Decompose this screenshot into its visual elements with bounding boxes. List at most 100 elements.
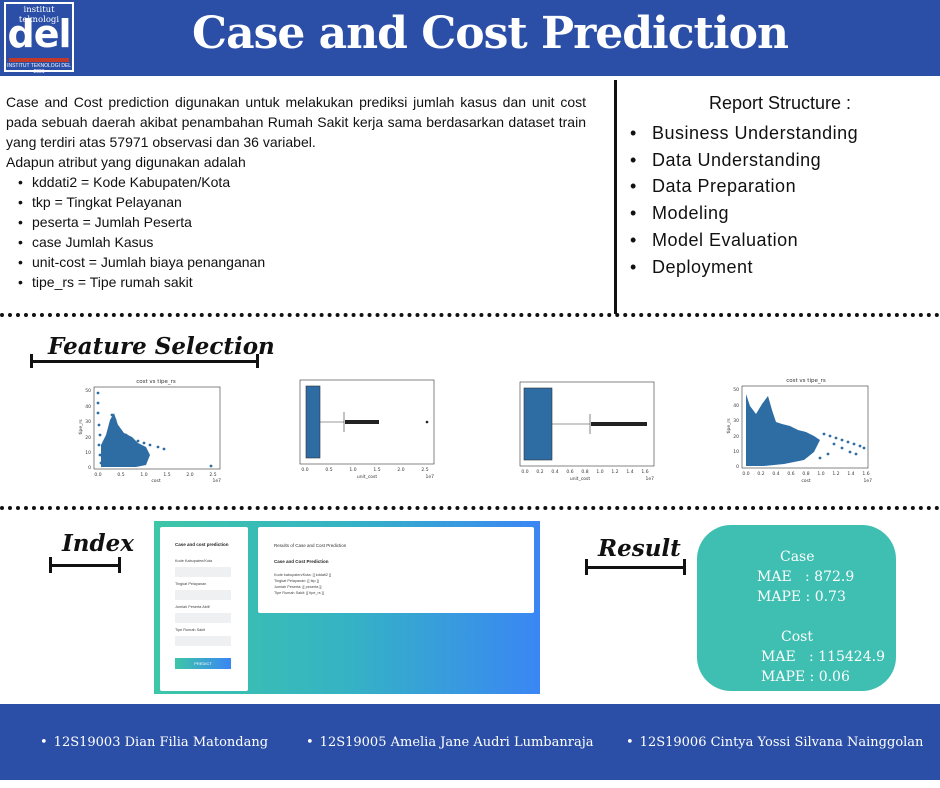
axis-offset: 1e7 bbox=[213, 478, 222, 484]
list-item: Modeling bbox=[630, 200, 930, 227]
scatter-points bbox=[818, 432, 866, 460]
index-title: Index bbox=[62, 530, 134, 557]
jumlah-peserta-input[interactable] bbox=[175, 613, 231, 623]
result-line: Tipe Rumah Sakit: [[ tipe_rs ]] bbox=[274, 591, 324, 595]
x-tick-labels: 0.0 0.2 0.4 0.6 0.8 1.0 1.2 1.4 1.6 bbox=[742, 471, 869, 477]
svg-text:0.0: 0.0 bbox=[94, 472, 101, 478]
section-divider bbox=[0, 313, 940, 317]
case-label: Case bbox=[780, 549, 815, 565]
attributes-intro: Adapun atribut yang digunakan adalah bbox=[6, 154, 246, 170]
svg-text:40: 40 bbox=[85, 404, 91, 410]
intro-text: Case and Cost prediction digunakan untuk… bbox=[6, 92, 586, 172]
predict-button[interactable]: PREDICT bbox=[175, 658, 231, 669]
vertical-divider bbox=[614, 80, 617, 314]
svg-text:40: 40 bbox=[733, 403, 739, 409]
svg-text:0.4: 0.4 bbox=[551, 469, 558, 475]
x-axis-label: cost bbox=[801, 478, 811, 484]
svg-text:1.2: 1.2 bbox=[832, 471, 839, 477]
boxplot-unit-cost-1: 0.0 0.5 1.0 1.5 2.0 2.5 unit_cost 1e7 bbox=[299, 379, 435, 480]
scatter-dense-cluster bbox=[746, 394, 820, 466]
plot-title: cost vs tipe_rs bbox=[136, 379, 176, 385]
list-item: peserta = Jumlah Peserta bbox=[18, 212, 438, 232]
plot-frame bbox=[519, 381, 655, 467]
svg-text:20: 20 bbox=[85, 435, 91, 441]
svg-text:0.2: 0.2 bbox=[757, 471, 764, 477]
prediction-form: Case and cost prediction Kode Kabupaten/… bbox=[160, 527, 248, 691]
form-label: Tipe Rumah Sakit bbox=[175, 628, 206, 632]
logo-main-text: del bbox=[7, 12, 72, 56]
intro-paragraph: Case and Cost prediction digunakan untuk… bbox=[6, 94, 586, 150]
author-item: 12S19003 Dian Filia Matondang bbox=[40, 735, 268, 750]
svg-text:30: 30 bbox=[85, 419, 91, 425]
title-underline bbox=[30, 360, 258, 363]
x-tick-labels: 0.0 0.5 1.0 1.5 2.0 2.5 bbox=[301, 467, 428, 473]
scatter-dense-cluster bbox=[101, 413, 150, 467]
axis-offset: 1e7 bbox=[864, 478, 873, 484]
form-label: Kode Kabupaten/Kota bbox=[175, 559, 213, 563]
header-bar bbox=[0, 0, 940, 76]
svg-text:1.6: 1.6 bbox=[641, 469, 648, 475]
logo-stripe bbox=[9, 58, 69, 62]
svg-text:0.0: 0.0 bbox=[742, 471, 749, 477]
plot-frame bbox=[93, 386, 221, 470]
outlier-point bbox=[425, 420, 429, 424]
axis-offset: 1e7 bbox=[646, 476, 655, 482]
svg-text:1.5: 1.5 bbox=[163, 472, 170, 478]
tipe-rumah-sakit-input[interactable] bbox=[175, 636, 231, 646]
svg-text:10: 10 bbox=[733, 449, 739, 455]
svg-text:0.8: 0.8 bbox=[581, 469, 588, 475]
cost-mae: MAE : 115424.9 bbox=[761, 649, 885, 665]
title-underline bbox=[50, 564, 120, 567]
list-item: Model Evaluation bbox=[630, 227, 930, 254]
logo-subtitle: INSTITUT TEKNOLOGI DEL 2001 bbox=[7, 63, 71, 75]
list-item: tipe_rs = Tipe rumah sakit bbox=[18, 272, 438, 292]
x-axis-label: unit_cost bbox=[570, 476, 591, 482]
x-axis-label: cost bbox=[151, 478, 161, 484]
form-heading: Case and cost prediction bbox=[175, 542, 229, 547]
x-axis-label: unit_cost bbox=[357, 474, 378, 480]
scatter-plot-cost-vs-tipe-rs: cost vs tipe_rs 0 10 20 30 40 50 0.0 0.5… bbox=[78, 379, 222, 484]
section-divider bbox=[0, 506, 940, 510]
tingkat-pelayanan-input[interactable] bbox=[175, 590, 231, 600]
y-axis-label: tipe_rs bbox=[726, 418, 732, 434]
svg-text:1.0: 1.0 bbox=[596, 469, 603, 475]
svg-text:0.5: 0.5 bbox=[325, 467, 332, 473]
prediction-results-card: Results of Case and Cost Prediction Case… bbox=[258, 527, 534, 613]
x-tick-labels: 0.0 0.5 1.0 1.5 2.0 2.5 bbox=[94, 472, 216, 478]
svg-text:0.8: 0.8 bbox=[802, 471, 809, 477]
y-tick-labels: 0 10 20 30 40 50 bbox=[733, 387, 739, 470]
list-item: Data Preparation bbox=[630, 173, 930, 200]
attribute-list: kddati2 = Kode Kabupaten/Kota tkp = Ting… bbox=[18, 172, 438, 292]
result-line: Jumlah Peserta: [[ peserta ]] bbox=[274, 585, 322, 589]
case-mae: MAE : 872.9 bbox=[757, 569, 855, 585]
outliers bbox=[345, 420, 379, 424]
list-item: tkp = Tingkat Pelayanan bbox=[18, 192, 438, 212]
logo-top-text: institut teknologi bbox=[18, 5, 60, 25]
svg-text:1.0: 1.0 bbox=[140, 472, 147, 478]
plot-title: cost vs tipe_rs bbox=[786, 378, 826, 384]
svg-text:0.0: 0.0 bbox=[301, 467, 308, 473]
scatter-plot-cost-vs-tipe-rs-2: cost vs tipe_rs 0 10 20 30 40 50 0.0 0.2… bbox=[726, 378, 873, 484]
institution-logo: institut teknologi del INSTITUT TEKNOLOG… bbox=[4, 2, 74, 75]
cost-mape: MAPE : 0.06 bbox=[761, 669, 850, 685]
axis-offset: 1e7 bbox=[426, 474, 435, 480]
author-item: 12S19005 Amelia Jane Audri Lumbanraja bbox=[306, 735, 594, 750]
results-title: Results of Case and Cost Prediction bbox=[274, 543, 347, 548]
form-label: Tingkat Pelayanan bbox=[175, 582, 207, 586]
kode-kabupaten-input[interactable] bbox=[175, 567, 231, 577]
list-item: case Jumlah Kasus bbox=[18, 232, 438, 252]
svg-text:1.0: 1.0 bbox=[817, 471, 824, 477]
plot-frame bbox=[741, 385, 869, 469]
outliers bbox=[591, 422, 647, 426]
cost-label: Cost bbox=[781, 629, 813, 645]
underline-tick bbox=[49, 557, 52, 573]
svg-text:0: 0 bbox=[736, 464, 739, 470]
svg-text:0: 0 bbox=[88, 465, 91, 471]
svg-text:10: 10 bbox=[85, 450, 91, 456]
svg-text:2.0: 2.0 bbox=[186, 472, 193, 478]
svg-text:0.4: 0.4 bbox=[772, 471, 779, 477]
result-line: Tingkat Pelayanan: [[ tkp ]] bbox=[274, 579, 319, 583]
form-label: Jumlah Peserta Aktif bbox=[175, 605, 210, 609]
y-tick-labels: 0 10 20 30 40 50 bbox=[85, 388, 91, 471]
list-item: Business Understanding bbox=[630, 120, 930, 147]
